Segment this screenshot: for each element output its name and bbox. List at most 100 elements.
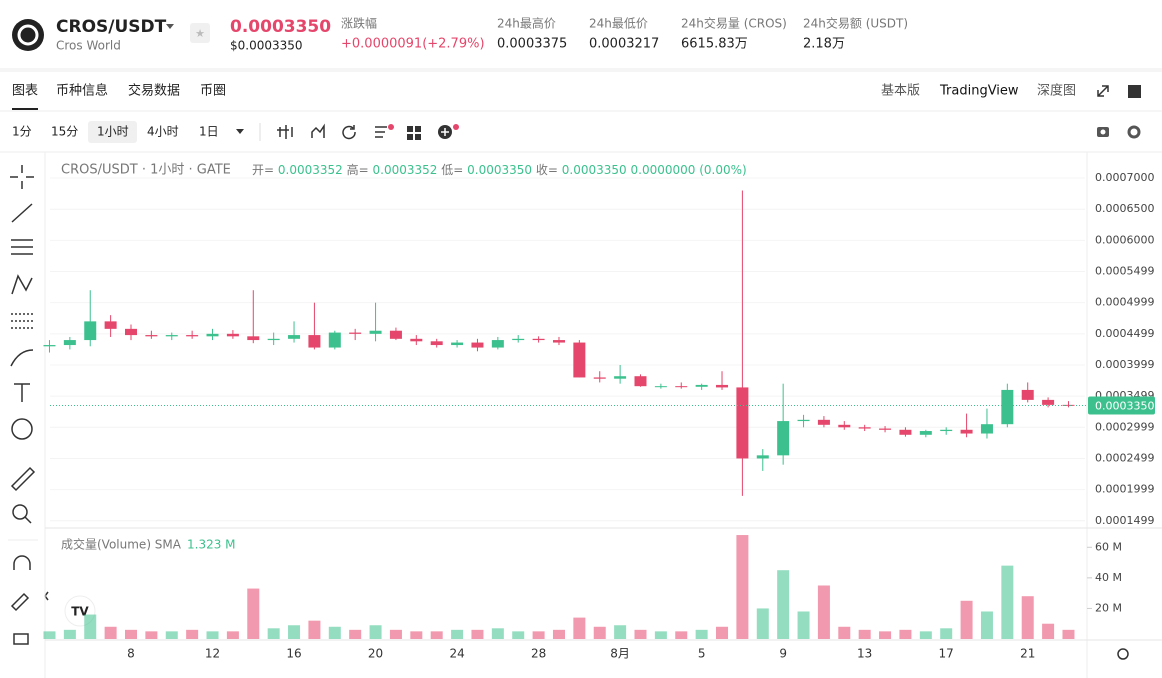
candle-body [919, 431, 932, 435]
volume-tick-label: 40 M [1095, 571, 1122, 584]
candle-body [675, 386, 688, 388]
settings-icon[interactable] [1117, 648, 1129, 660]
candle-body [389, 330, 402, 339]
last-price-label: 0.0003350 [1095, 399, 1155, 412]
volume-bar [573, 617, 586, 639]
tab[interactable]: 图表 [12, 84, 38, 99]
volume-bar [980, 611, 993, 639]
interval[interactable]: 1日 [199, 125, 219, 139]
y-tick-label: 0.0006000 [1095, 233, 1155, 246]
stat-label: 24h交易额 (USDT) [803, 16, 908, 31]
stat-value: 2.18万 [803, 37, 845, 52]
favorite[interactable] [190, 23, 210, 43]
candle-body [369, 330, 382, 334]
coin-icon [12, 19, 44, 51]
stat-label: 24h最低价 [589, 17, 648, 31]
volume-bar [736, 535, 749, 639]
candle-body [552, 340, 565, 343]
interval[interactable]: 1小时 [97, 125, 129, 139]
volume-tick-label: 20 M [1095, 601, 1122, 614]
candle-body [879, 428, 892, 430]
coin-name: Cros World [56, 39, 121, 53]
volume-bar [430, 631, 443, 639]
view-option[interactable]: TradingView [939, 84, 1019, 99]
interval[interactable]: 4小时 [147, 125, 179, 139]
candle-body [960, 429, 973, 434]
volume-bar [716, 626, 729, 639]
volume-bar [797, 611, 810, 639]
x-tick-label: 20 [368, 647, 383, 661]
tab[interactable]: 交易数据 [128, 83, 180, 99]
candle-body [980, 424, 993, 434]
volume-bar [63, 629, 76, 639]
candle-body [288, 335, 301, 339]
stat-label: 24h交易量 (CROS) [681, 16, 787, 31]
candle-body [328, 332, 341, 348]
x-tick-label: 17 [939, 647, 954, 661]
y-tick-label: 0.0001999 [1095, 483, 1155, 496]
volume-bar [247, 588, 260, 639]
legend-part: 0.0003350 [467, 163, 532, 177]
candle-body [1062, 404, 1075, 406]
star[interactable]: ★ [195, 27, 205, 40]
volume-title: 成交量(Volume) SMA [61, 537, 182, 552]
candle-body [43, 345, 56, 347]
candle-body [634, 376, 647, 387]
divider [0, 68, 1162, 72]
volume-bar [288, 625, 301, 639]
price: 0.0003350 [230, 17, 331, 37]
tab-underline [12, 108, 38, 110]
volume-bar [919, 631, 932, 639]
interval[interactable]: 15分 [51, 125, 78, 139]
symbol[interactable]: CROS/USDT [56, 17, 167, 37]
volume-bar [471, 629, 484, 639]
volume-bar [1021, 596, 1034, 639]
stat-value: +0.0000091(+2.79%) [341, 37, 485, 52]
volume-bar [654, 631, 667, 639]
drawing-tools[interactable] [8, 165, 49, 645]
x-tick-label: 5 [698, 647, 706, 661]
candle-body [145, 335, 158, 337]
tab[interactable]: 币种信息 [56, 83, 108, 99]
dropdown[interactable] [166, 24, 174, 29]
volume-bar [43, 631, 56, 639]
y-tick-label: 0.0007000 [1095, 171, 1155, 184]
candle-body [349, 332, 362, 334]
candle-body [1042, 399, 1055, 405]
volume-bar [410, 631, 423, 639]
candle-body [858, 427, 871, 429]
candle-body [165, 335, 178, 337]
volume-bar [1042, 623, 1055, 639]
candle-body [410, 338, 423, 342]
candle-body [756, 455, 769, 459]
candle-body [817, 419, 830, 425]
x-tick-label: 12 [205, 647, 220, 661]
view-option[interactable]: 深度图 [1037, 83, 1076, 99]
legend-part: 0.0003350 [562, 163, 627, 177]
volume-bar [125, 629, 137, 639]
dropdown[interactable] [236, 129, 244, 134]
candle-body [777, 421, 790, 456]
candle-body [593, 377, 606, 379]
toolbar-icons[interactable] [277, 85, 1141, 140]
candle-body [940, 429, 953, 432]
volume-bar [817, 585, 830, 639]
y-tick-label: 0.0002499 [1095, 451, 1155, 464]
volume-bar [206, 631, 219, 639]
volume-bar [899, 629, 912, 639]
x-tick-label: 16 [286, 647, 301, 661]
volume-bar [675, 631, 688, 639]
volume-bar [593, 626, 606, 639]
candle-body [84, 321, 97, 341]
view-option[interactable]: 基本版 [881, 84, 920, 99]
candle-body [491, 340, 504, 348]
volume-bar [838, 626, 851, 639]
interval[interactable]: 1分 [12, 125, 32, 139]
candle-body [226, 333, 239, 337]
candle-body [899, 429, 912, 435]
y-tick-label: 0.0006500 [1095, 202, 1155, 215]
candle-body [736, 387, 749, 459]
candle-body [716, 384, 729, 388]
tab[interactable]: 币圈 [200, 84, 226, 99]
x-tick-label: 8 [127, 647, 135, 661]
